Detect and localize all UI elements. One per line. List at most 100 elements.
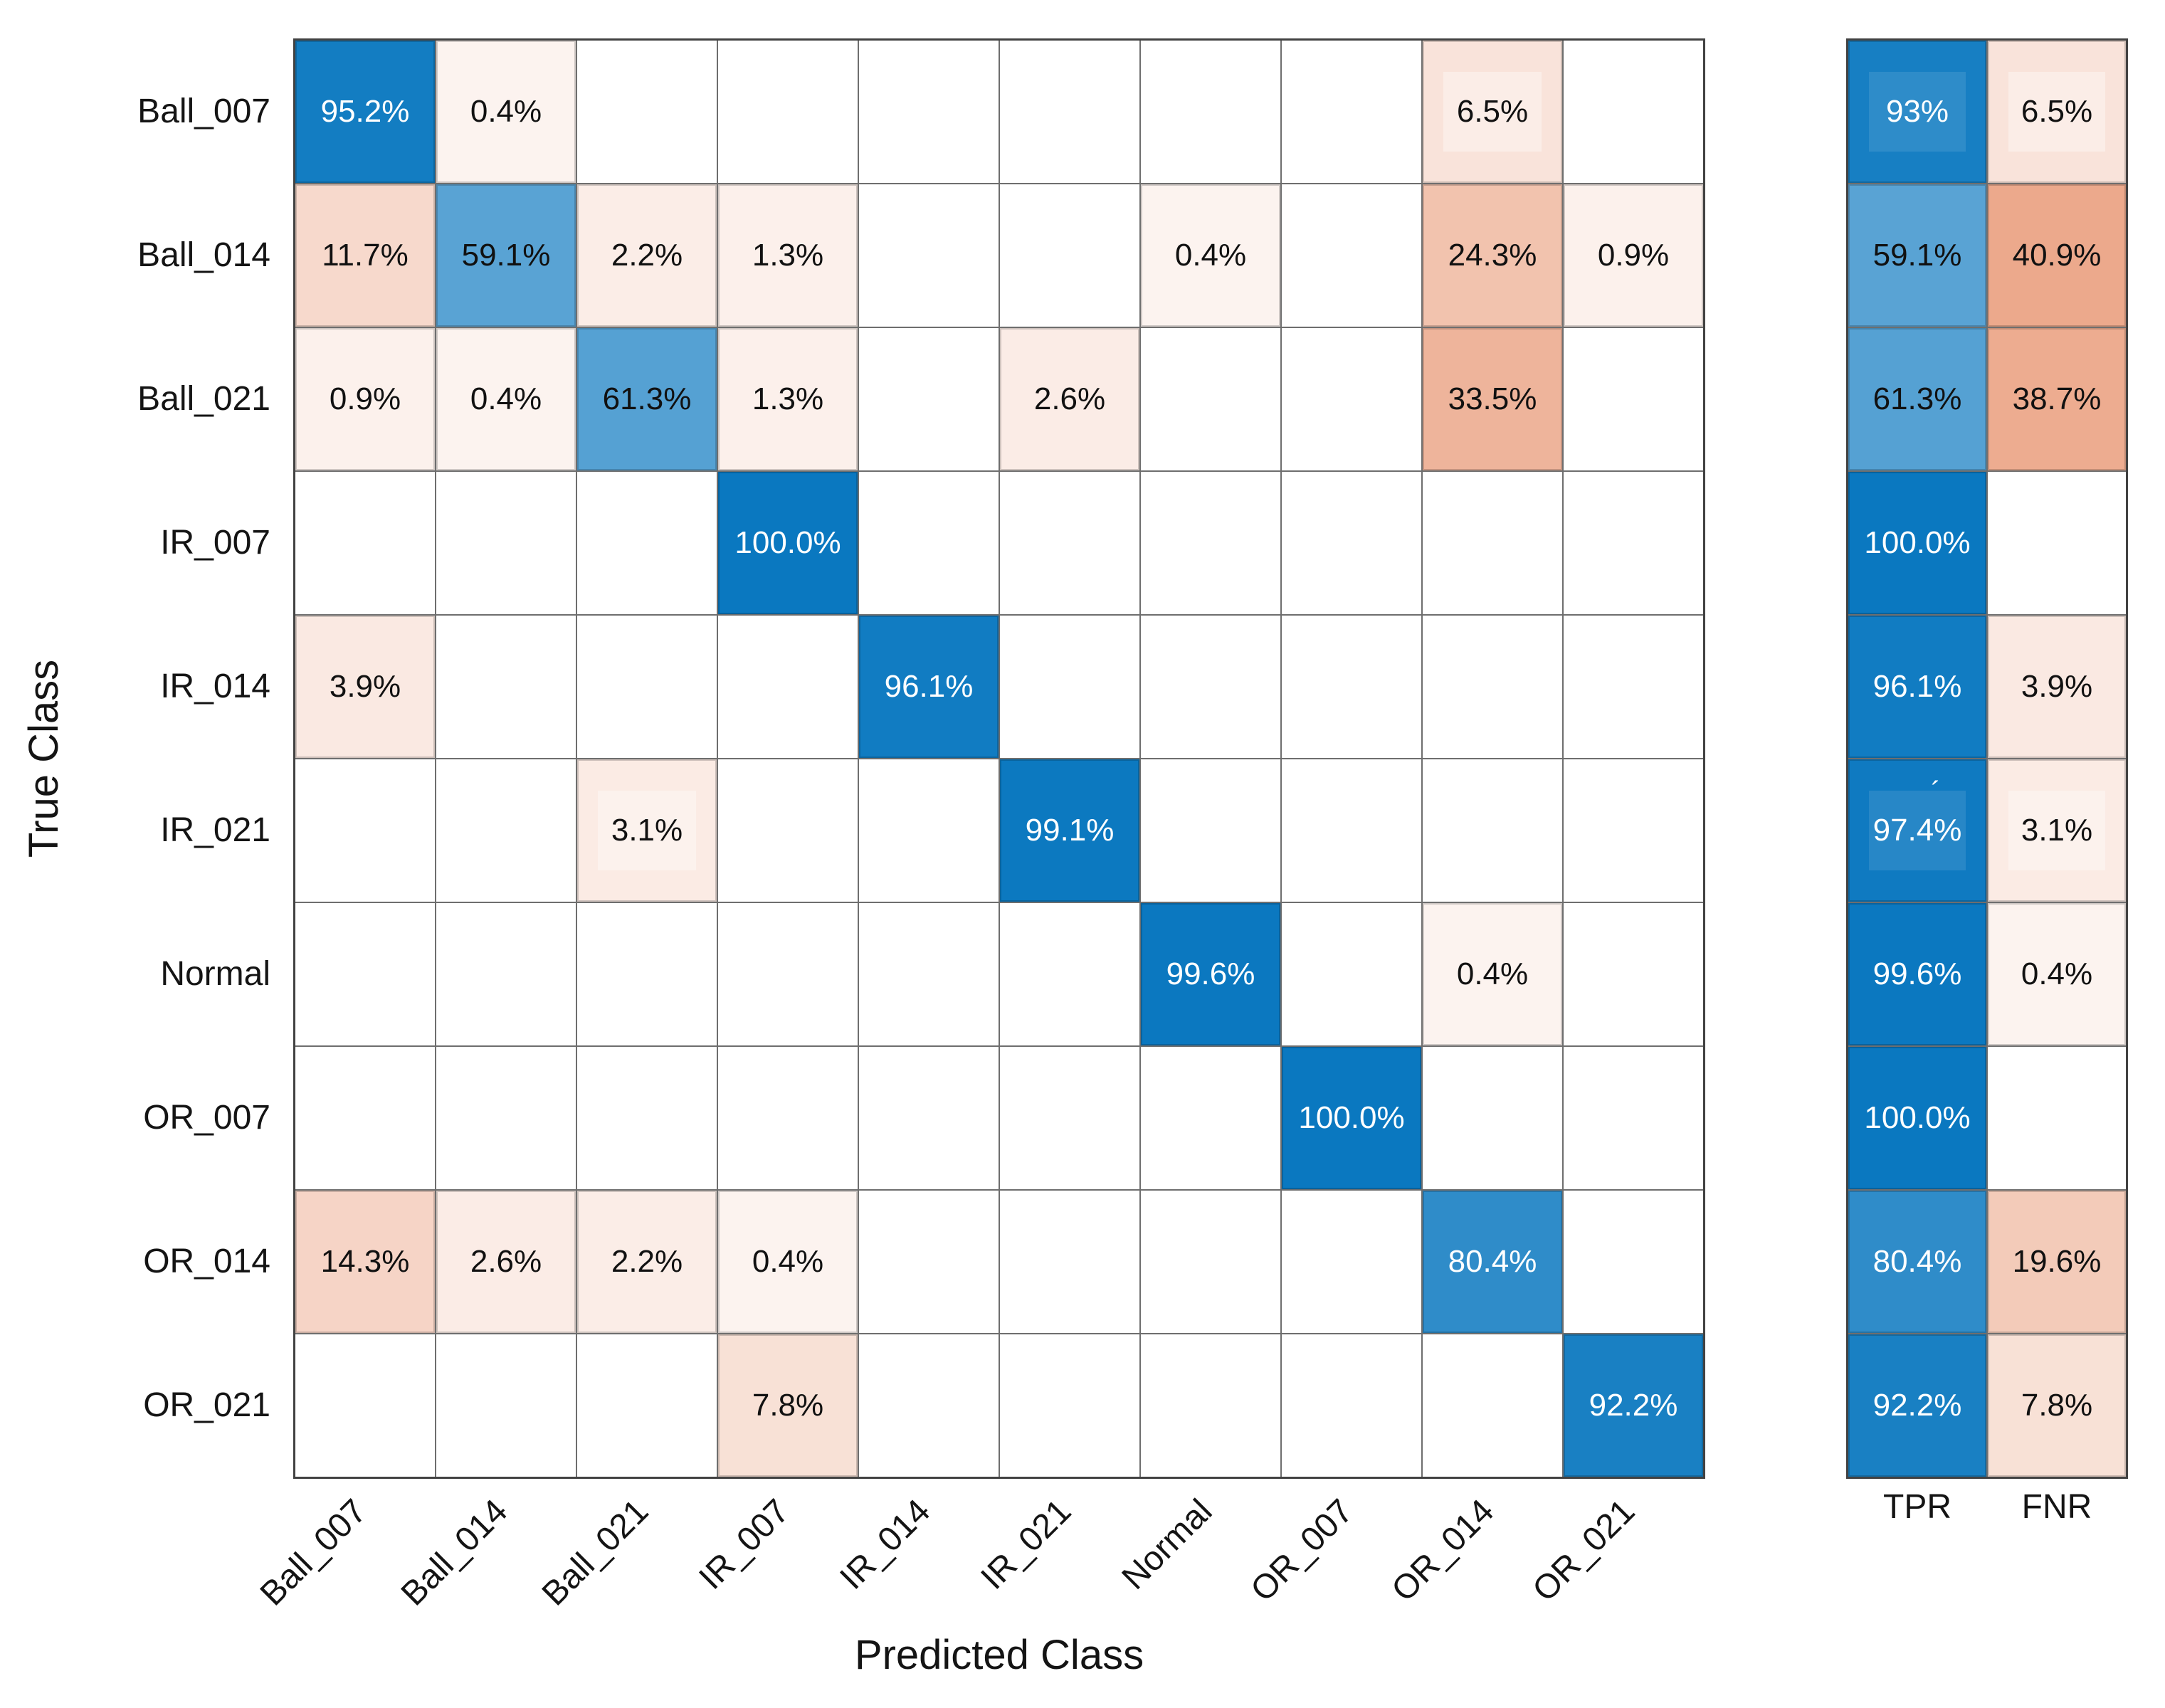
matrix-cell (718, 903, 858, 1045)
matrix-cell: 0.9% (1564, 184, 1703, 327)
row-label: IR_021 (160, 811, 270, 849)
matrix-cell (1141, 472, 1280, 614)
row-label: Ball_021 (137, 380, 270, 418)
row-label: OR_007 (143, 1099, 270, 1137)
matrix-cell (1282, 328, 1421, 470)
matrix-cell (859, 1047, 999, 1189)
fnr-cell (1988, 472, 2126, 614)
matrix-cell (718, 759, 858, 902)
matrix-cell (577, 1047, 717, 1189)
tpr-column-header: TPR (1883, 1488, 1951, 1526)
edit-patch (598, 791, 696, 870)
matrix-cell (1000, 472, 1139, 614)
confusion-matrix-grid: 95.2% 0.4% 6.5% 11.7% 59.1% 2.2% 1.3% 0.4% 24.3%… (293, 38, 1705, 1479)
matrix-cell (1141, 759, 1280, 902)
edit-patch (1443, 72, 1542, 152)
matrix-cell-diagonal: 92.2% (1564, 1334, 1703, 1477)
matrix-cell (577, 616, 717, 758)
row-label: OR_014 (143, 1243, 270, 1280)
matrix-cell (1282, 472, 1421, 614)
matrix-cell-diagonal: 100.0% (1282, 1047, 1421, 1189)
matrix-cell: 1.3% (718, 328, 858, 470)
row-label: Ball_014 (137, 236, 270, 274)
matrix-cell (577, 472, 717, 614)
fnr-cell: 7.8% (1988, 1334, 2126, 1477)
matrix-cell (295, 472, 435, 614)
matrix-cell (1282, 759, 1421, 902)
edit-patch (2008, 791, 2105, 870)
matrix-cell (1423, 759, 1562, 902)
matrix-cell: 0.4% (1423, 903, 1562, 1045)
matrix-cell (1000, 616, 1139, 758)
fnr-cell: 0.4% (1988, 903, 2126, 1045)
tpr-cell: 99.6% (1848, 903, 1986, 1045)
matrix-cell (859, 903, 999, 1045)
matrix-cell (859, 184, 999, 327)
matrix-cell-diagonal: 96.1% (859, 616, 999, 758)
matrix-cell (295, 759, 435, 902)
matrix-cell: 2.6% (436, 1191, 576, 1333)
fnr-column-header: FNR (2021, 1488, 2092, 1526)
matrix-cell: 0.9% (295, 328, 435, 470)
matrix-cell: 0.4% (436, 328, 576, 470)
matrix-cell (436, 903, 576, 1045)
x-axis-title: Predicted Class (854, 1632, 1144, 1678)
matrix-cell (1282, 616, 1421, 758)
matrix-cell (718, 616, 858, 758)
matrix-cell: 0.4% (436, 41, 576, 183)
matrix-cell (1000, 1047, 1139, 1189)
matrix-cell (1141, 1191, 1280, 1333)
matrix-cell: 11.7% (295, 184, 435, 327)
matrix-cell (1564, 1047, 1703, 1189)
matrix-cell (718, 41, 858, 183)
matrix-cell (859, 1334, 999, 1477)
tpr-cell: 100.0% (1848, 472, 1986, 614)
matrix-cell: 3.1% (577, 759, 717, 902)
matrix-cell (436, 472, 576, 614)
tpr-cell: 80.4% (1848, 1191, 1986, 1333)
matrix-cell: 3.9% (295, 616, 435, 758)
matrix-cell (1141, 1047, 1280, 1189)
matrix-cell (859, 328, 999, 470)
matrix-cell (1000, 1191, 1139, 1333)
fnr-cell: 38.7% (1988, 328, 2126, 470)
matrix-cell-diagonal: 100.0% (718, 472, 858, 614)
matrix-cell (1282, 1191, 1421, 1333)
matrix-cell (1282, 903, 1421, 1045)
matrix-cell: 14.3% (295, 1191, 435, 1333)
matrix-cell (859, 41, 999, 183)
matrix-cell (1423, 616, 1562, 758)
summary-panel: 93% 6.5% 59.1% 40.9% 61.3% 38.7% 100.0% 96.1% 3.… (1846, 38, 2128, 1479)
matrix-cell (577, 1334, 717, 1477)
matrix-cell (1564, 1191, 1703, 1333)
matrix-cell: 2.2% (577, 184, 717, 327)
matrix-cell (1000, 1334, 1139, 1477)
matrix-cell (1141, 616, 1280, 758)
fnr-cell (1988, 1047, 2126, 1189)
edit-patch (2008, 72, 2105, 152)
tpr-cell: 59.1% (1848, 184, 1986, 327)
matrix-cell (1564, 472, 1703, 614)
matrix-cell (1141, 1334, 1280, 1477)
row-label: Ball_007 (137, 93, 270, 130)
row-label: Normal (160, 955, 270, 993)
matrix-cell (1564, 616, 1703, 758)
matrix-cell-diagonal: 59.1% (436, 184, 576, 327)
matrix-cell-diagonal: 61.3% (577, 328, 717, 470)
matrix-cell (295, 903, 435, 1045)
matrix-cell: 6.5% (1423, 41, 1562, 183)
tpr-cell: 100.0% (1848, 1047, 1986, 1189)
fnr-cell: 19.6% (1988, 1191, 2126, 1333)
edit-patch (1869, 791, 1966, 870)
matrix-cell (1141, 328, 1280, 470)
edit-patch (1869, 72, 1966, 152)
matrix-cell (718, 1047, 858, 1189)
tpr-cell: 96.1% (1848, 616, 1986, 758)
matrix-cell (1282, 41, 1421, 183)
matrix-cell (1282, 1334, 1421, 1477)
fnr-cell: 6.5% (1988, 41, 2126, 183)
matrix-cell (1564, 41, 1703, 183)
fnr-cell: 3.9% (1988, 616, 2126, 758)
matrix-cell (436, 759, 576, 902)
matrix-cell: 7.8% (718, 1334, 858, 1477)
